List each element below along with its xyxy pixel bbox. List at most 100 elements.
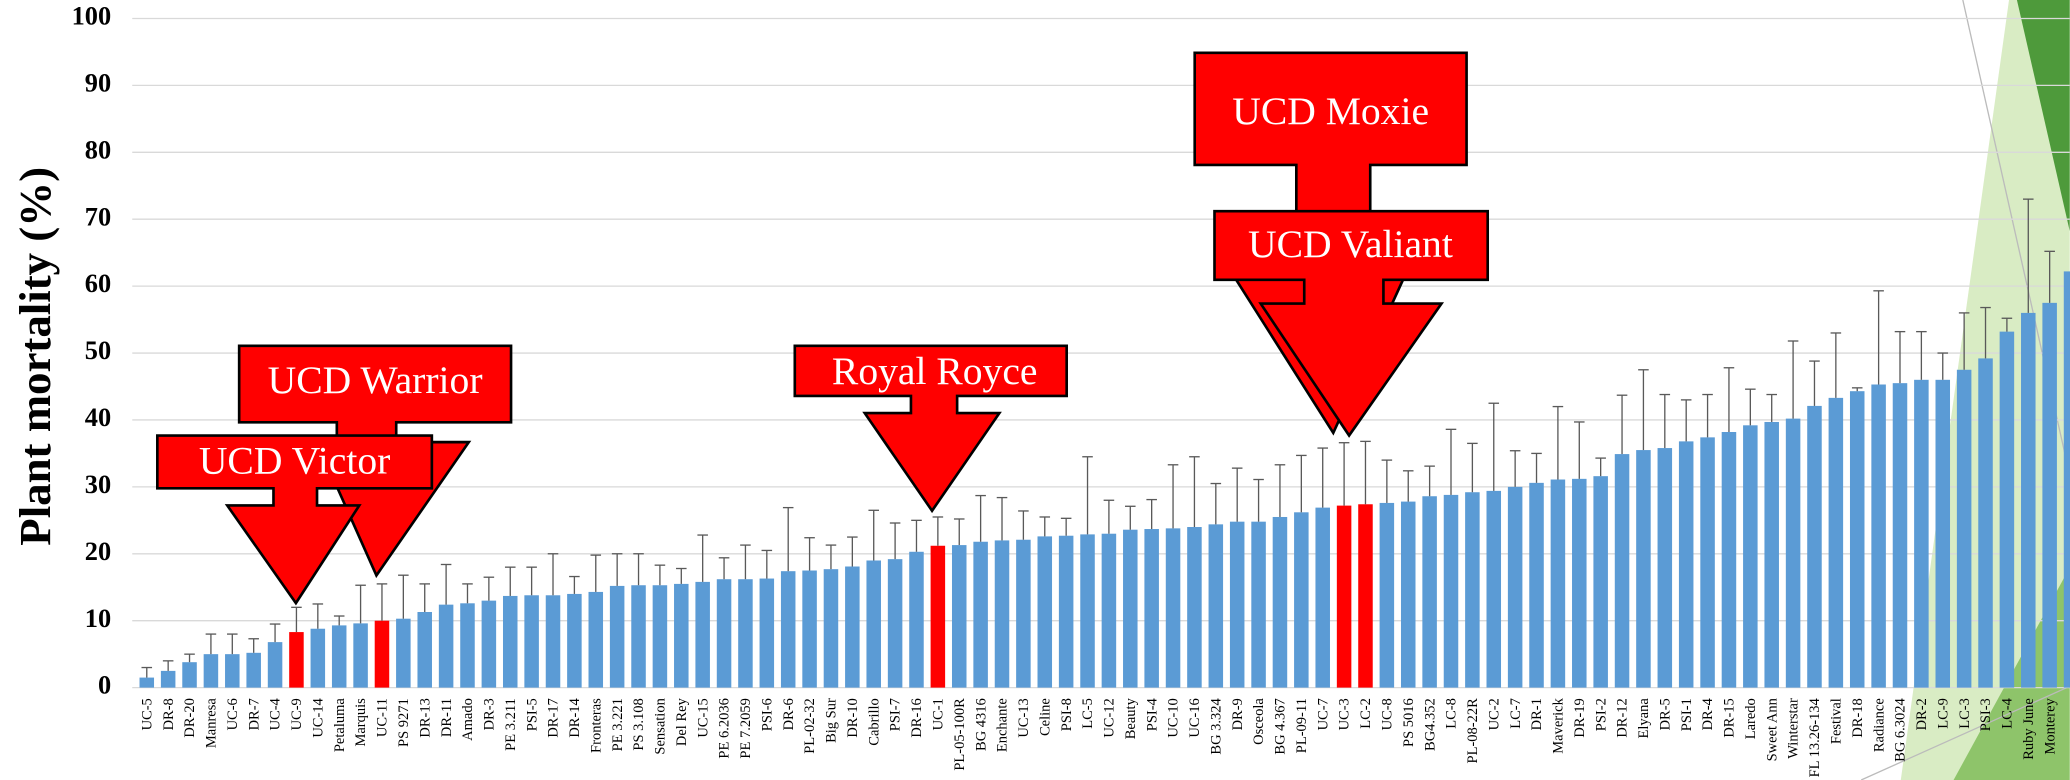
x-tick-label: PE 6.2036 [717,698,733,758]
x-tick-label: PSI-3 [1978,698,1994,731]
bar [1593,476,1608,688]
x-tick-label: DR-4 [1700,697,1716,730]
bar [1636,450,1651,688]
bar [2021,312,2036,688]
x-tick-label: DR-10 [845,698,861,737]
bar [631,585,646,688]
y-tick-label: 0 [98,670,111,700]
callout-arrow [156,434,434,606]
bar [695,581,710,688]
bar [267,642,283,688]
x-tick-label: Celine [1037,698,1053,736]
x-tick-label: UC-1 [931,698,947,730]
annotations: UCD Moxie UCD Valiant Royal Royce UCD Warri… [156,51,1490,606]
bar [1443,494,1459,688]
x-tick-label: LC-2 [1358,698,1374,729]
bar [1785,418,1801,688]
bar [1016,539,1031,688]
x-tick-label: PS 9271 [396,698,412,747]
x-tick-label: Osceola [1251,698,1267,745]
x-tick-label: UC-10 [1166,698,1182,737]
x-tick-label: BG 4316 [973,698,989,751]
bar [994,540,1010,688]
x-tick-label: Marquis [353,698,369,747]
x-tick-label: LC-3 [1957,698,1973,729]
x-tick-label: Enchante [995,698,1011,752]
bar [1999,331,2015,688]
bar [866,560,881,688]
callout-label: UCD Warrior [268,358,483,402]
bar [1721,432,1737,688]
bar [759,578,775,688]
callout-arrow [793,344,1068,514]
x-tick-label: PSI-1 [1679,698,1695,731]
bar [1400,501,1416,688]
x-tick-label: Festival [1829,698,1845,744]
y-axis-title: Plant mortality (%) [10,167,60,546]
x-tick-label: LC-4 [2000,697,2016,728]
x-tick-label: Fronteras [588,698,604,753]
x-tick-label: PL-09-11 [1294,698,1310,753]
bar [1764,421,1779,688]
x-tick-label: PE 3.221 [610,698,626,751]
bar [1700,437,1715,688]
x-tick-label: Laredo [1743,698,1759,739]
bar [1657,448,1673,688]
bar [802,570,817,688]
x-tick-label: UC-6 [225,698,241,730]
x-tick-label: DR-16 [909,698,925,737]
x-tick-label: UC-3 [1337,698,1353,730]
bar [588,591,604,688]
x-tick-label: DR-15 [1722,698,1738,737]
x-tick-label: PSI-4 [1144,697,1160,731]
x-tick-label: PSI-7 [888,698,904,731]
x-tick-label: DR-11 [439,698,455,737]
x-tick-label: DR-17 [546,698,562,737]
x-tick-label: Del Rey [674,697,690,746]
bar [417,612,432,688]
bar [331,625,347,688]
bar [1828,397,1844,688]
x-tick-label: BG 4.367 [1273,698,1289,754]
x-tick-label: BG 6.3024 [1893,697,1909,761]
x-tick-label: DR-7 [246,698,262,730]
y-tick-label: 70 [85,201,111,231]
bar [716,579,732,688]
bar [1507,486,1523,688]
x-tick-label: Ruby June [2021,698,2037,760]
bar [674,583,689,688]
bar [951,545,967,688]
bar [1465,492,1480,688]
bar [502,595,518,688]
x-tick-label: Sensation [653,697,669,754]
bar [160,670,176,688]
x-tick-label: BG 3.324 [1208,697,1224,754]
x-tick-label: PL-02-32 [802,698,818,754]
bar [396,618,411,688]
bar [1422,496,1437,688]
callout-arrow [1213,209,1490,438]
x-tick-label: PL-05-100R [952,698,968,771]
bar [1614,454,1630,688]
x-tick-label: PE 7.2059 [738,698,754,758]
bar [1572,478,1587,688]
bar [1208,524,1224,688]
x-tick-label: UC-14 [310,697,326,737]
x-tick-label: Amado [460,698,476,741]
x-tick-label: DR-20 [182,698,198,737]
x-tick-label: UC-5 [139,698,155,730]
bar [909,551,924,688]
bar [1935,379,1951,688]
bar [1956,369,1972,688]
x-tick-label: UC-7 [1315,698,1331,730]
bar [1187,527,1202,688]
x-tick-label: PS 3.108 [631,698,647,750]
bar [1379,502,1395,688]
y-tick-label: 60 [85,268,111,298]
x-tick-label: DR-18 [1850,698,1866,737]
callout-label: UCD Victor [199,439,390,483]
y-tick-label: 10 [85,603,111,633]
x-tick-label: Winterstar [1786,698,1802,759]
x-tick-label: Monterey [2042,697,2058,754]
